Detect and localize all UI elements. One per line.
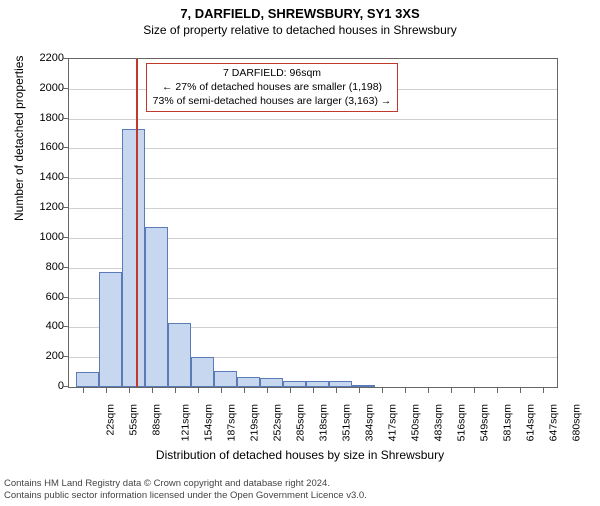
- x-tick-mark: [474, 388, 475, 393]
- histogram-bar: [214, 371, 237, 387]
- histogram-bar: [122, 129, 145, 387]
- annotation-line: 7 DARFIELD: 96sqm: [153, 67, 392, 81]
- histogram-bar: [329, 381, 352, 387]
- y-tick-mark: [63, 207, 68, 208]
- histogram-bar: [76, 372, 99, 387]
- x-tick-label: 384sqm: [364, 404, 376, 441]
- y-tick-mark: [63, 177, 68, 178]
- x-tick-mark: [543, 388, 544, 393]
- chart-plot-area: 7 DARFIELD: 96sqm← 27% of detached house…: [68, 58, 558, 388]
- y-tick-label: 1000: [40, 231, 64, 243]
- x-tick-mark: [129, 388, 130, 393]
- y-tick-label: 1200: [40, 201, 64, 213]
- x-tick-label: 450sqm: [410, 404, 422, 441]
- y-tick-mark: [63, 386, 68, 387]
- x-tick-mark: [359, 388, 360, 393]
- y-tick-mark: [63, 267, 68, 268]
- x-tick-mark: [83, 388, 84, 393]
- x-tick-label: 516sqm: [456, 404, 468, 441]
- x-tick-mark: [198, 388, 199, 393]
- x-tick-mark: [520, 388, 521, 393]
- y-axis-label: Number of detached properties: [12, 56, 26, 221]
- y-tick-mark: [63, 326, 68, 327]
- x-tick-label: 614sqm: [525, 404, 537, 441]
- x-tick-label: 549sqm: [479, 404, 491, 441]
- y-tick-mark: [63, 297, 68, 298]
- y-tick-label: 400: [46, 320, 64, 332]
- x-tick-mark: [428, 388, 429, 393]
- footer-attribution: Contains HM Land Registry data © Crown c…: [4, 478, 367, 502]
- histogram-bar: [306, 381, 329, 387]
- y-tick-label: 1800: [40, 112, 64, 124]
- x-tick-label: 121sqm: [180, 404, 192, 441]
- histogram-bar: [145, 227, 168, 387]
- histogram-bar: [260, 378, 283, 387]
- x-tick-mark: [106, 388, 107, 393]
- x-tick-mark: [244, 388, 245, 393]
- y-tick-label: 800: [46, 261, 64, 273]
- x-tick-label: 285sqm: [295, 404, 307, 441]
- x-tick-label: 154sqm: [203, 404, 215, 441]
- y-tick-label: 1400: [40, 171, 64, 183]
- x-tick-mark: [382, 388, 383, 393]
- x-tick-mark: [290, 388, 291, 393]
- x-tick-label: 22sqm: [105, 404, 117, 436]
- y-tick-mark: [63, 88, 68, 89]
- x-tick-label: 219sqm: [249, 404, 261, 441]
- y-tick-label: 1600: [40, 141, 64, 153]
- annotation-line: 73% of semi-detached houses are larger (…: [153, 95, 392, 109]
- x-tick-label: 187sqm: [226, 404, 238, 441]
- x-tick-mark: [221, 388, 222, 393]
- x-tick-mark: [175, 388, 176, 393]
- histogram-bar: [168, 323, 191, 387]
- annotation-box: 7 DARFIELD: 96sqm← 27% of detached house…: [146, 63, 399, 112]
- x-axis-label: Distribution of detached houses by size …: [0, 448, 600, 462]
- x-tick-mark: [497, 388, 498, 393]
- y-tick-label: 200: [46, 350, 64, 362]
- y-tick-mark: [63, 356, 68, 357]
- x-tick-mark: [451, 388, 452, 393]
- y-tick-label: 600: [46, 291, 64, 303]
- x-tick-label: 680sqm: [571, 404, 583, 441]
- x-tick-label: 55sqm: [128, 404, 140, 436]
- x-tick-label: 318sqm: [318, 404, 330, 441]
- x-tick-label: 88sqm: [151, 404, 163, 436]
- gridline: [69, 119, 557, 120]
- x-tick-mark: [405, 388, 406, 393]
- x-tick-label: 581sqm: [502, 404, 514, 441]
- y-tick-mark: [63, 118, 68, 119]
- x-tick-mark: [313, 388, 314, 393]
- x-tick-label: 647sqm: [548, 404, 560, 441]
- histogram-bar: [99, 272, 122, 387]
- footer-line: Contains HM Land Registry data © Crown c…: [4, 478, 367, 490]
- x-tick-label: 483sqm: [433, 404, 445, 441]
- annotation-line: ← 27% of detached houses are smaller (1,…: [153, 81, 392, 95]
- x-tick-mark: [336, 388, 337, 393]
- page-subtitle: Size of property relative to detached ho…: [0, 23, 600, 37]
- histogram-bar: [283, 381, 306, 387]
- x-tick-label: 417sqm: [387, 404, 399, 441]
- y-tick-label: 2000: [40, 82, 64, 94]
- x-tick-label: 252sqm: [272, 404, 284, 441]
- footer-line: Contains public sector information licen…: [4, 490, 367, 502]
- x-tick-label: 351sqm: [341, 404, 353, 441]
- y-tick-mark: [63, 237, 68, 238]
- y-tick-label: 2200: [40, 52, 64, 64]
- histogram-bar: [237, 377, 260, 387]
- marker-line: [136, 59, 138, 387]
- page-title: 7, DARFIELD, SHREWSBURY, SY1 3XS: [0, 6, 600, 21]
- histogram-bar: [191, 357, 214, 387]
- histogram-bar: [352, 385, 375, 387]
- x-tick-mark: [152, 388, 153, 393]
- x-tick-mark: [267, 388, 268, 393]
- y-tick-mark: [63, 147, 68, 148]
- y-tick-mark: [63, 58, 68, 59]
